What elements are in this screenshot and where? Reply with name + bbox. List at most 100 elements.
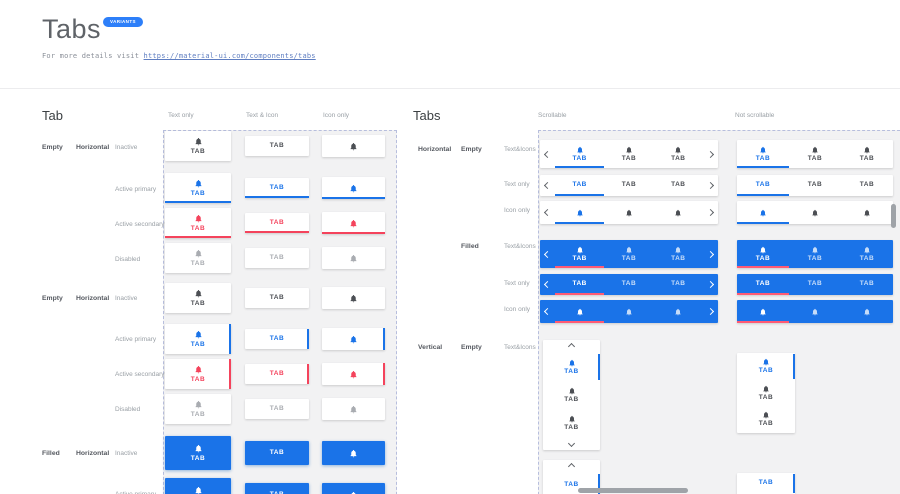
tab-active[interactable] xyxy=(555,300,605,323)
tab[interactable]: TAB xyxy=(737,406,795,433)
tab-text-inactive[interactable]: TAB xyxy=(245,136,309,156)
tab-icon-active-secondary[interactable] xyxy=(322,363,385,385)
tab-active[interactable]: TAB xyxy=(737,175,789,196)
tab-filled-text-active[interactable]: TAB xyxy=(245,483,309,494)
tab[interactable]: TAB xyxy=(621,181,637,189)
details-link[interactable]: https://material-ui.com/components/tabs xyxy=(143,52,316,60)
tab-text-icon-active-primary[interactable]: TAB xyxy=(165,324,231,354)
tab-filled-text-icon-active[interactable]: TAB xyxy=(165,478,231,494)
tab[interactable] xyxy=(789,300,841,323)
tabs-vertical-notscrollable-text-only[interactable]: TAB TAB xyxy=(737,473,795,494)
tab[interactable]: TAB xyxy=(841,240,893,268)
tab[interactable]: TAB xyxy=(737,380,795,407)
tab[interactable]: TAB xyxy=(807,181,823,189)
scroll-right-button[interactable] xyxy=(703,175,718,196)
tab-active[interactable] xyxy=(555,201,605,224)
scroll-left-button[interactable] xyxy=(540,274,555,295)
tab-icon-active-primary[interactable] xyxy=(322,328,385,350)
tab[interactable]: TAB xyxy=(807,280,823,288)
tab-text-active-secondary[interactable]: TAB xyxy=(245,213,309,233)
tab[interactable] xyxy=(841,201,893,224)
scroll-right-button[interactable] xyxy=(703,240,718,268)
scroll-down-button[interactable] xyxy=(543,437,600,450)
tab[interactable]: TAB xyxy=(543,381,600,409)
tabs-vertical-notscrollable[interactable]: TAB TAB TAB xyxy=(737,353,795,433)
tab-icon-disabled[interactable] xyxy=(322,247,385,269)
tab[interactable]: TAB xyxy=(859,181,875,189)
tab[interactable]: TAB xyxy=(621,280,637,288)
tab-text-icon-disabled[interactable]: TAB xyxy=(165,394,231,424)
tab-text-icon-disabled[interactable]: TAB xyxy=(165,243,231,273)
tab-filled-text-icon-inactive[interactable]: TAB xyxy=(165,436,231,470)
tab-active[interactable]: TAB xyxy=(555,140,605,168)
tab-icon-active-secondary[interactable] xyxy=(322,212,385,234)
tab[interactable] xyxy=(841,300,893,323)
scroll-left-button[interactable] xyxy=(540,140,555,168)
tab-text-icon-active-secondary[interactable]: TAB xyxy=(165,208,231,238)
tabs-filled-notscrollable-icon-only[interactable] xyxy=(737,300,893,323)
tab[interactable]: TAB xyxy=(671,181,686,189)
tab[interactable] xyxy=(654,300,703,323)
tab-text-icon-inactive[interactable]: TAB xyxy=(165,131,231,161)
tab-text-icon-inactive[interactable]: TAB xyxy=(165,283,231,313)
tab[interactable]: TAB xyxy=(789,240,841,268)
tab-text-active-secondary[interactable]: TAB xyxy=(245,364,309,384)
tab[interactable] xyxy=(604,300,653,323)
tab-active[interactable]: TAB xyxy=(737,473,795,494)
scroll-right-button[interactable] xyxy=(703,274,718,295)
tab[interactable]: TAB xyxy=(841,140,893,168)
scroll-left-button[interactable] xyxy=(540,240,555,268)
tabs-vertical-scrollable[interactable]: TAB TAB TAB xyxy=(543,340,600,450)
tab-text-inactive[interactable]: TAB xyxy=(245,288,309,308)
tab[interactable]: TAB xyxy=(654,240,703,268)
tab-active[interactable]: TAB xyxy=(555,240,605,268)
horizontal-scrollbar-thumb[interactable] xyxy=(578,488,688,493)
tab-active[interactable]: TAB xyxy=(543,473,600,494)
tab-active[interactable] xyxy=(737,300,789,323)
scroll-left-button[interactable] xyxy=(540,300,555,323)
tab[interactable]: TAB xyxy=(604,140,653,168)
tab-filled-icon-active[interactable] xyxy=(322,483,385,494)
tabs-filled-notscrollable-text-only[interactable]: TAB TAB TAB xyxy=(737,274,893,295)
tab-icon-disabled[interactable] xyxy=(322,398,385,420)
tab[interactable]: TAB xyxy=(604,240,653,268)
tab-text-active-primary[interactable]: TAB xyxy=(245,178,309,198)
tab[interactable]: TAB xyxy=(654,140,703,168)
scroll-right-button[interactable] xyxy=(703,300,718,323)
tab[interactable] xyxy=(654,201,703,224)
tab[interactable]: TAB xyxy=(859,280,875,288)
tab-text-disabled[interactable]: TAB xyxy=(245,248,309,268)
tabs-filled-notscrollable-text-icons[interactable]: TAB TAB TAB xyxy=(737,240,893,268)
tab-filled-text-inactive[interactable]: TAB xyxy=(245,441,309,465)
tab-active[interactable]: TAB xyxy=(555,274,605,295)
tab[interactable]: TAB xyxy=(789,140,841,168)
tab-text-disabled[interactable]: TAB xyxy=(245,399,309,419)
tab-active[interactable]: TAB xyxy=(543,353,600,381)
tab-filled-icon-inactive[interactable] xyxy=(322,441,385,465)
tabs-filled-scrollable-text-icons[interactable]: TAB TAB TAB xyxy=(540,240,718,268)
vertical-scrollbar-thumb[interactable] xyxy=(891,204,896,228)
tabs-scrollable-text-icons[interactable]: TAB TAB TAB xyxy=(540,140,718,168)
tab-icon-inactive[interactable] xyxy=(322,135,385,157)
scroll-left-button[interactable] xyxy=(540,201,555,224)
tabs-notscrollable-icon-only[interactable] xyxy=(737,201,893,224)
tab-active[interactable]: TAB xyxy=(555,175,605,196)
tab-icon-active-primary[interactable] xyxy=(322,177,385,199)
scroll-right-button[interactable] xyxy=(703,140,718,168)
tabs-filled-scrollable-text-only[interactable]: TAB TAB TAB xyxy=(540,274,718,295)
tabs-notscrollable-text-icons[interactable]: TAB TAB TAB xyxy=(737,140,893,168)
scroll-up-button[interactable] xyxy=(543,460,600,473)
tab-active[interactable]: TAB xyxy=(737,274,789,295)
tabs-scrollable-text-only[interactable]: TAB TAB TAB xyxy=(540,175,718,196)
tabs-scrollable-icon-only[interactable] xyxy=(540,201,718,224)
tab-icon-inactive[interactable] xyxy=(322,287,385,309)
tab-text-icon-active-primary[interactable]: TAB xyxy=(165,173,231,203)
tab-active[interactable]: TAB xyxy=(737,140,789,168)
tab-active[interactable]: TAB xyxy=(737,240,789,268)
scroll-right-button[interactable] xyxy=(703,201,718,224)
tab[interactable]: TAB xyxy=(543,409,600,437)
scroll-left-button[interactable] xyxy=(540,175,555,196)
tab-active[interactable]: TAB xyxy=(737,353,795,380)
tab[interactable] xyxy=(789,201,841,224)
tab[interactable]: TAB xyxy=(671,280,686,288)
